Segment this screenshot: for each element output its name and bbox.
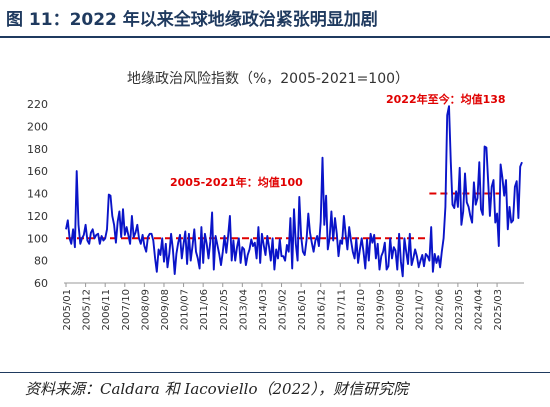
x-tick-label: 2006/11 bbox=[101, 289, 112, 331]
x-tick-label: 2022/06 bbox=[434, 289, 445, 331]
y-axis-ticks: 60 80 100 120 140 160 180 200 220 bbox=[27, 98, 48, 290]
annotations: 2005-2021年：均值100 2022年至今：均值138 bbox=[170, 92, 506, 189]
x-tick-label: 2018/10 bbox=[356, 289, 367, 331]
x-tick-label: 2013/04 bbox=[238, 289, 249, 331]
x-axis-ticks: 2005/01 2005/12 2006/11 2007/10 2008/09 2009/… bbox=[62, 283, 504, 331]
x-tick-label: 2005/01 bbox=[62, 289, 73, 331]
annotation-2005-2021-mean: 2005-2021年：均值100 bbox=[170, 175, 303, 189]
x-tick-label: 2024/04 bbox=[473, 289, 484, 331]
x-tick-label: 2019/09 bbox=[376, 289, 387, 331]
x-tick-label: 2023/05 bbox=[454, 289, 465, 331]
x-tick-label: 2017/11 bbox=[336, 289, 347, 331]
x-tick-label: 2025/03 bbox=[493, 289, 504, 331]
x-tick-label: 2014/03 bbox=[258, 289, 269, 331]
y-tick-label: 180 bbox=[27, 143, 48, 156]
y-tick-label: 220 bbox=[27, 98, 48, 111]
figure-title: 图 11：2022 年以来全球地缘政治紧张明显加剧 bbox=[6, 10, 378, 30]
x-tick-label: 2016/01 bbox=[297, 289, 308, 331]
title-rule bbox=[0, 36, 550, 38]
chart-title: 地缘政治风险指数（%，2005-2021=100） bbox=[127, 71, 409, 87]
line-chart: 地缘政治风险指数（%，2005-2021=100） 60 80 100 120 140 1… bbox=[27, 71, 524, 331]
x-tick-label: 2016/12 bbox=[317, 289, 328, 331]
x-tick-label: 2008/09 bbox=[140, 289, 151, 331]
source-note: 资料来源：Caldara 和 Iacoviello（2022），财信研究院 bbox=[25, 380, 409, 398]
x-tick-label: 2007/10 bbox=[121, 289, 132, 331]
x-tick-label: 2010/07 bbox=[180, 289, 191, 331]
y-tick-label: 140 bbox=[27, 188, 48, 201]
source-rule bbox=[0, 372, 550, 373]
x-tick-label: 2009/08 bbox=[160, 289, 171, 331]
y-tick-label: 200 bbox=[27, 120, 48, 133]
x-tick-label: 2021/07 bbox=[415, 289, 426, 331]
x-tick-label: 2011/06 bbox=[199, 289, 210, 331]
x-tick-label: 2012/05 bbox=[219, 289, 230, 331]
y-tick-label: 60 bbox=[34, 277, 48, 290]
y-tick-label: 120 bbox=[27, 210, 48, 223]
x-tick-label: 2015/02 bbox=[278, 289, 289, 331]
series-line bbox=[65, 105, 523, 278]
y-tick-label: 80 bbox=[34, 255, 48, 268]
annotation-2022-mean: 2022年至今：均值138 bbox=[386, 92, 506, 106]
y-tick-label: 160 bbox=[27, 165, 48, 178]
y-tick-label: 100 bbox=[27, 232, 48, 245]
x-tick-label: 2020/08 bbox=[395, 289, 406, 331]
x-tick-label: 2005/12 bbox=[82, 289, 93, 331]
